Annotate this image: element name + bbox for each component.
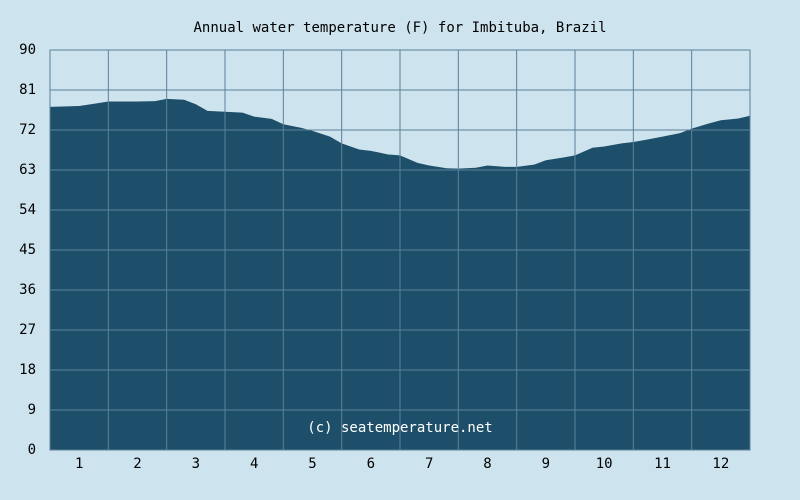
x-tick-label: 7 — [425, 456, 433, 472]
x-tick-label: 8 — [483, 456, 491, 472]
x-tick-label: 6 — [367, 456, 375, 472]
y-tick-label: 45 — [19, 242, 36, 258]
annotation: (c) seatemperature.net — [307, 420, 492, 436]
y-tick-label: 0 — [28, 442, 36, 458]
plot-frame — [49, 49, 751, 451]
y-tick-label: 9 — [28, 402, 36, 418]
x-tick-label: 10 — [596, 456, 613, 472]
x-tick-label: 12 — [712, 456, 729, 472]
x-tick-label: 9 — [542, 456, 550, 472]
x-tick-label: 1 — [75, 456, 83, 472]
y-tick-label: 54 — [19, 202, 36, 218]
y-tick-label: 63 — [19, 162, 36, 178]
x-tick-label: 5 — [308, 456, 316, 472]
y-tick-label: 36 — [19, 282, 36, 298]
x-tick-label: 2 — [133, 456, 141, 472]
x-tick-label: 4 — [250, 456, 258, 472]
y-tick-label: 72 — [19, 122, 36, 138]
y-tick-label: 27 — [19, 322, 36, 338]
chart-title: Annual water temperature (F) for Imbitub… — [193, 20, 606, 36]
y-tick-label: 18 — [19, 362, 36, 378]
y-tick-label: 90 — [19, 42, 36, 58]
y-tick-label: 81 — [19, 82, 36, 98]
x-tick-label: 3 — [192, 456, 200, 472]
x-tick-label: 11 — [654, 456, 671, 472]
